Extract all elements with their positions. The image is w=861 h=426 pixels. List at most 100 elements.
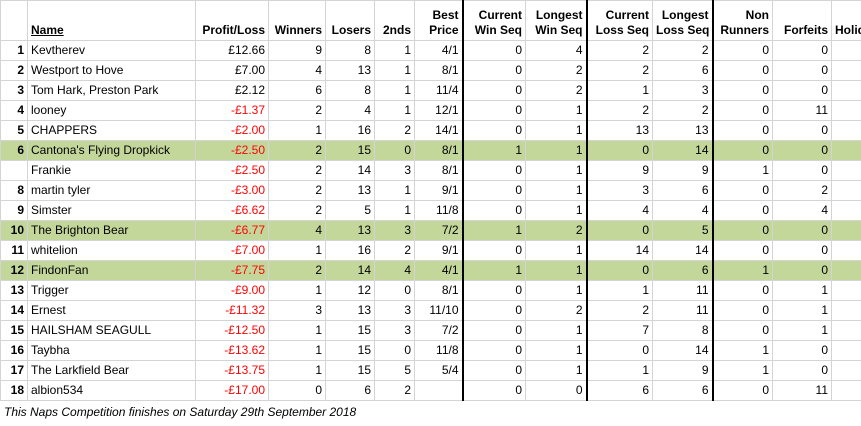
cell-holiday[interactable]: 0 xyxy=(831,60,861,81)
cell-longest-win-seq[interactable]: 1 xyxy=(525,200,587,221)
cell-winners[interactable]: 0 xyxy=(268,380,326,401)
cell-rank[interactable]: 5 xyxy=(0,120,28,141)
cell-non-runners[interactable]: 0 xyxy=(712,200,773,221)
cell-holiday[interactable]: 0 xyxy=(831,220,861,241)
cell-holiday[interactable]: 6 xyxy=(831,200,861,221)
cell-losers[interactable]: 14 xyxy=(325,260,375,281)
cell-current-loss-seq[interactable]: 2 xyxy=(585,300,653,321)
header-forfeits[interactable]: Forfeits xyxy=(772,0,832,41)
cell-losers[interactable]: 15 xyxy=(325,320,375,341)
cell-best-price[interactable]: 11/8 xyxy=(414,340,463,361)
cell-best-price[interactable]: 8/1 xyxy=(414,140,463,161)
cell-seconds[interactable]: 5 xyxy=(374,360,415,381)
cell-current-win-seq[interactable]: 0 xyxy=(461,40,526,61)
cell-seconds[interactable]: 2 xyxy=(374,240,415,261)
cell-non-runners[interactable]: 0 xyxy=(712,100,773,121)
cell-non-runners[interactable]: 0 xyxy=(712,220,773,241)
cell-current-win-seq[interactable]: 0 xyxy=(461,340,526,361)
cell-longest-win-seq[interactable]: 2 xyxy=(525,220,587,241)
cell-longest-loss-seq[interactable]: 6 xyxy=(652,60,714,81)
cell-longest-win-seq[interactable]: 1 xyxy=(525,320,587,341)
cell-best-price[interactable]: 7/2 xyxy=(414,320,463,341)
cell-name[interactable]: Trigger xyxy=(27,280,196,301)
cell-current-loss-seq[interactable]: 3 xyxy=(585,180,653,201)
cell-profit-loss[interactable]: -£2.50 xyxy=(195,160,269,181)
cell-current-win-seq[interactable]: 0 xyxy=(461,80,526,101)
cell-winners[interactable]: 2 xyxy=(268,100,326,121)
cell-current-win-seq[interactable]: 0 xyxy=(461,240,526,261)
cell-seconds[interactable]: 0 xyxy=(374,340,415,361)
cell-current-loss-seq[interactable]: 6 xyxy=(585,380,653,401)
cell-name[interactable]: Simster xyxy=(27,200,196,221)
cell-winners[interactable]: 1 xyxy=(268,240,326,261)
cell-name[interactable]: albion534 xyxy=(27,380,196,401)
cell-holiday[interactable]: 0 xyxy=(831,120,861,141)
cell-best-price[interactable]: 9/1 xyxy=(414,180,463,201)
cell-holiday[interactable]: 0 xyxy=(831,340,861,361)
cell-current-win-seq[interactable]: 0 xyxy=(461,100,526,121)
cell-name[interactable]: Westport to Hove xyxy=(27,60,196,81)
cell-name[interactable]: HAILSHAM SEAGULL xyxy=(27,320,196,341)
cell-holiday[interactable]: 0 xyxy=(831,360,861,381)
cell-losers[interactable]: 14 xyxy=(325,160,375,181)
cell-forfeits[interactable]: 1 xyxy=(772,320,832,341)
cell-best-price[interactable]: 9/1 xyxy=(414,240,463,261)
cell-winners[interactable]: 2 xyxy=(268,140,326,161)
cell-best-price[interactable]: 14/1 xyxy=(414,120,463,141)
cell-name[interactable]: Frankie xyxy=(27,160,196,181)
cell-rank[interactable]: 13 xyxy=(0,280,28,301)
cell-holiday[interactable]: 0 xyxy=(831,240,861,261)
cell-holiday[interactable]: 0 xyxy=(831,380,861,401)
cell-losers[interactable]: 13 xyxy=(325,60,375,81)
cell-best-price[interactable]: 7/2 xyxy=(414,220,463,241)
cell-holiday[interactable]: 3 xyxy=(831,80,861,101)
cell-non-runners[interactable]: 0 xyxy=(712,180,773,201)
cell-longest-loss-seq[interactable]: 3 xyxy=(652,80,714,101)
header-name[interactable]: Name xyxy=(27,0,196,41)
cell-winners[interactable]: 4 xyxy=(268,220,326,241)
cell-seconds[interactable]: 4 xyxy=(374,260,415,281)
header-winners[interactable]: Winners xyxy=(268,0,326,41)
cell-longest-win-seq[interactable]: 1 xyxy=(525,140,587,161)
cell-seconds[interactable]: 0 xyxy=(374,140,415,161)
cell-winners[interactable]: 2 xyxy=(268,180,326,201)
cell-rank[interactable]: 12 xyxy=(0,260,28,281)
cell-longest-loss-seq[interactable]: 2 xyxy=(652,40,714,61)
cell-seconds[interactable]: 0 xyxy=(374,280,415,301)
cell-winners[interactable]: 2 xyxy=(268,200,326,221)
cell-forfeits[interactable]: 11 xyxy=(772,100,832,121)
cell-losers[interactable]: 6 xyxy=(325,380,375,401)
cell-seconds[interactable]: 1 xyxy=(374,80,415,101)
cell-forfeits[interactable]: 0 xyxy=(772,340,832,361)
cell-holiday[interactable]: 0 xyxy=(831,260,861,281)
cell-seconds[interactable]: 1 xyxy=(374,60,415,81)
cell-profit-loss[interactable]: £7.00 xyxy=(195,60,269,81)
cell-rank[interactable]: 9 xyxy=(0,200,28,221)
cell-best-price[interactable]: 8/1 xyxy=(414,160,463,181)
cell-longest-loss-seq[interactable]: 6 xyxy=(652,180,714,201)
cell-holiday[interactable]: 0 xyxy=(831,40,861,61)
cell-holiday[interactable]: 0 xyxy=(831,140,861,161)
cell-winners[interactable]: 6 xyxy=(268,80,326,101)
cell-non-runners[interactable]: 1 xyxy=(712,260,773,281)
header-current-loss-seq[interactable]: Current Loss Seq xyxy=(585,0,653,41)
cell-current-loss-seq[interactable]: 1 xyxy=(585,360,653,381)
cell-losers[interactable]: 12 xyxy=(325,280,375,301)
cell-current-win-seq[interactable]: 0 xyxy=(461,320,526,341)
cell-non-runners[interactable]: 0 xyxy=(712,280,773,301)
cell-profit-loss[interactable]: -£13.75 xyxy=(195,360,269,381)
header-rank[interactable] xyxy=(0,0,28,41)
cell-non-runners[interactable]: 1 xyxy=(712,360,773,381)
cell-name[interactable]: looney xyxy=(27,100,196,121)
cell-rank[interactable]: 17 xyxy=(0,360,28,381)
cell-forfeits[interactable]: 0 xyxy=(772,80,832,101)
cell-current-loss-seq[interactable]: 0 xyxy=(585,140,653,161)
cell-longest-win-seq[interactable]: 2 xyxy=(525,80,587,101)
cell-longest-loss-seq[interactable]: 9 xyxy=(652,360,714,381)
cell-longest-win-seq[interactable]: 1 xyxy=(525,280,587,301)
cell-current-win-seq[interactable]: 0 xyxy=(461,60,526,81)
cell-name[interactable]: The Larkfield Bear xyxy=(27,360,196,381)
cell-current-loss-seq[interactable]: 0 xyxy=(585,260,653,281)
cell-longest-loss-seq[interactable]: 14 xyxy=(652,340,714,361)
cell-winners[interactable]: 2 xyxy=(268,160,326,181)
